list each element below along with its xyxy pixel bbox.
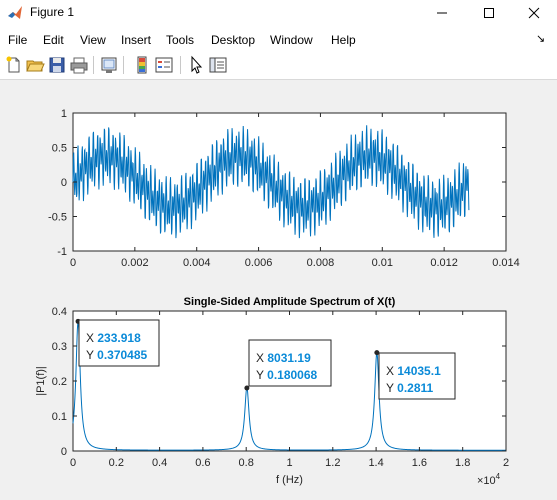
x-tick-label: 0.004 [183,257,211,269]
time-signal-line [72,125,470,239]
new-figure-icon[interactable] [4,55,24,75]
open-file-icon[interactable] [25,55,45,75]
x-tick-label: 0.008 [307,257,335,269]
y-tick-label: 0.1 [52,411,67,423]
toolbar-separator [180,56,181,74]
datatip-x: X 14035.1 [386,364,441,378]
print-icon[interactable] [69,55,89,75]
x-exponent-label: ×104 [477,472,501,487]
edit-plot-icon[interactable] [186,55,206,75]
datatip-box [248,339,332,387]
x-axis-label: f (Hz) [276,474,303,486]
datatip-box [378,352,456,400]
datatip-y: Y 0.180068 [256,368,318,382]
y-tick-label: 0.2 [52,376,67,388]
plots-svg: 0 0.002 0.004 0.006 0.008 0.01 0.012 0.014 -1 -0… [35,108,520,487]
y-tick-label: 1 [61,108,67,120]
matlab-logo-icon [8,6,22,19]
x-tick-label: 0.4 [152,457,167,469]
menu-bar: File Edit View Insert Tools Desktop Wind… [0,26,557,52]
menu-view[interactable]: View [80,33,106,47]
maximize-icon [484,8,494,18]
menu-insert[interactable]: Insert [121,33,152,47]
y-tick-label: 0 [61,446,67,458]
y-tick-label: 0.3 [52,341,67,353]
y-tick-label: 0.4 [52,306,67,318]
x-tick-label: 0.01 [372,257,393,269]
spectrum-axes[interactable]: Single-Sided Amplitude Spectrum of X(t) … [35,296,509,487]
x-tick-label: 0.6 [195,457,210,469]
menu-help[interactable]: Help [331,33,356,47]
minimize-icon [437,12,447,14]
y-tick-label: -0.5 [48,212,67,224]
time-domain-axes[interactable]: 0 0.002 0.004 0.006 0.008 0.01 0.012 0.014 -1 -0… [48,108,520,269]
x-tick-label: 0.012 [430,257,458,269]
y-tick-label: 0.5 [52,143,67,155]
legend-icon[interactable] [154,55,174,75]
toolbar-separator [123,56,124,74]
x-tick-label: 1.2 [325,457,340,469]
menu-desktop[interactable]: Desktop [211,33,256,47]
x-tick-label: 1.6 [412,457,427,469]
figure-toolbar [0,52,557,80]
x-tick-label: 0 [70,457,76,469]
title-bar[interactable]: Figure 1 [0,0,557,26]
x-tick-label: 1 [286,457,292,469]
x-tick-label: 1.8 [455,457,470,469]
figure-canvas: 0 0.002 0.004 0.006 0.008 0.01 0.012 0.014 -1 -0… [0,80,557,500]
colorbar-icon[interactable] [132,55,152,75]
maximize-button[interactable] [466,0,512,26]
y-axis-label: |P1(f)| [35,366,47,396]
toolbar-separator [93,56,94,74]
datatip-marker[interactable] [244,385,250,391]
y-tick-label: 0 [61,177,67,189]
x-tick-label: 0.014 [492,257,520,269]
menu-dock-arrow-icon[interactable]: ↘ [536,33,546,45]
link-plot-icon[interactable] [99,55,119,75]
close-icon [528,7,540,19]
x-tick-label: 0.002 [121,257,149,269]
x-tick-label: 0 [70,257,76,269]
datatip-3[interactable]: X 14035.1 Y 0.2811 [378,352,456,400]
close-button[interactable] [511,0,557,26]
datatip-1[interactable]: X 233.918 Y 0.370485 [78,319,160,367]
y-tick-label: -1 [57,246,67,258]
datatip-2[interactable]: X 8031.19 Y 0.180068 [248,339,332,387]
datatip-marker[interactable] [374,350,380,356]
datatip-box [78,319,160,367]
x-tick-label: 0.8 [239,457,254,469]
x-tick-label: 1.4 [368,457,383,469]
datatip-x: X 233.918 [86,331,141,345]
menu-edit[interactable]: Edit [43,33,64,47]
x-tick-label: 0.2 [109,457,124,469]
property-inspector-icon[interactable] [208,55,228,75]
datatip-y: Y 0.370485 [86,348,148,362]
window-title: Figure 1 [30,5,75,19]
spectrum-title: Single-Sided Amplitude Spectrum of X(t) [184,296,396,308]
datatip-y: Y 0.2811 [386,381,434,395]
menu-tools[interactable]: Tools [166,33,195,47]
x-tick-label: 0.006 [245,257,273,269]
save-icon[interactable] [47,55,67,75]
x-tick-label: 2 [503,457,509,469]
minimize-button[interactable] [419,0,465,26]
menu-file[interactable]: File [8,33,28,47]
datatip-x: X 8031.19 [256,351,311,365]
menu-window[interactable]: Window [270,33,313,47]
